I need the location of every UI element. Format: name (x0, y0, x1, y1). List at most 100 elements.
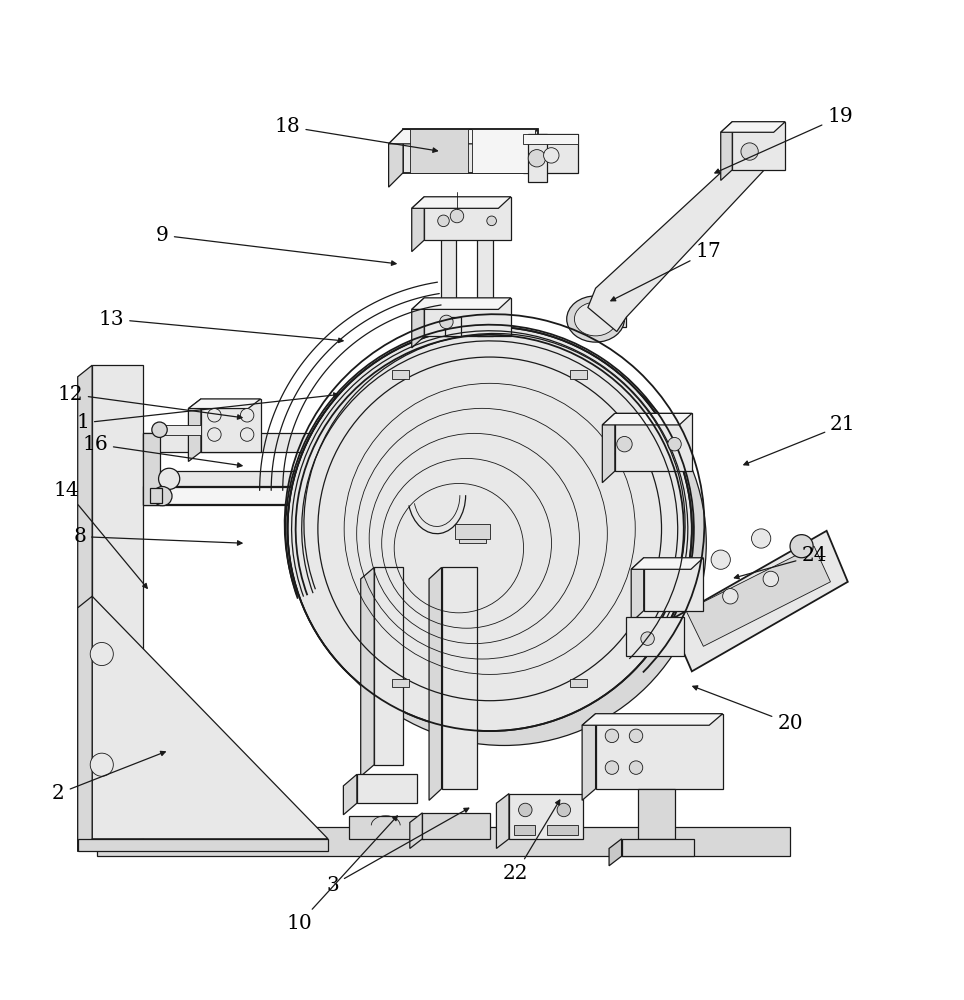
Polygon shape (588, 149, 769, 332)
Polygon shape (188, 399, 201, 461)
Polygon shape (349, 816, 424, 839)
Circle shape (438, 215, 449, 227)
Polygon shape (548, 825, 578, 835)
Polygon shape (441, 221, 456, 336)
Circle shape (605, 729, 619, 743)
Polygon shape (403, 129, 538, 173)
Text: 12: 12 (57, 385, 242, 419)
Polygon shape (477, 211, 493, 336)
Circle shape (91, 642, 114, 666)
Polygon shape (424, 298, 511, 336)
Polygon shape (149, 488, 162, 503)
Circle shape (519, 803, 532, 817)
Polygon shape (412, 197, 424, 252)
Polygon shape (93, 596, 328, 839)
Polygon shape (78, 839, 144, 851)
Polygon shape (93, 365, 144, 839)
Polygon shape (357, 774, 416, 803)
Polygon shape (514, 825, 535, 835)
Polygon shape (622, 839, 694, 856)
Polygon shape (392, 679, 410, 687)
Circle shape (152, 487, 172, 506)
Text: 21: 21 (744, 415, 856, 465)
Circle shape (752, 529, 771, 548)
Polygon shape (638, 789, 675, 839)
Polygon shape (78, 365, 93, 851)
Polygon shape (424, 197, 511, 240)
Polygon shape (388, 129, 538, 144)
Polygon shape (188, 399, 260, 409)
Ellipse shape (287, 327, 692, 731)
Text: 17: 17 (611, 242, 721, 301)
Circle shape (763, 571, 779, 587)
Text: 13: 13 (98, 310, 343, 343)
Circle shape (711, 550, 731, 569)
Text: 8: 8 (73, 527, 242, 546)
Text: 3: 3 (327, 808, 469, 895)
Polygon shape (159, 425, 201, 435)
Polygon shape (201, 399, 260, 452)
Polygon shape (78, 596, 93, 851)
Ellipse shape (575, 302, 617, 336)
Text: 18: 18 (275, 117, 438, 152)
Polygon shape (144, 433, 159, 505)
Text: 2: 2 (52, 751, 165, 803)
Polygon shape (159, 471, 371, 486)
Circle shape (450, 209, 464, 223)
Polygon shape (602, 413, 692, 425)
Polygon shape (445, 317, 461, 336)
Text: 22: 22 (503, 800, 560, 883)
Polygon shape (442, 567, 477, 789)
Polygon shape (374, 567, 403, 765)
Polygon shape (733, 122, 786, 170)
Polygon shape (410, 813, 422, 848)
Polygon shape (596, 714, 723, 789)
Polygon shape (569, 311, 627, 327)
Circle shape (557, 803, 571, 817)
Polygon shape (144, 486, 386, 505)
Polygon shape (582, 714, 596, 800)
Polygon shape (631, 558, 704, 569)
Circle shape (629, 729, 643, 743)
Circle shape (528, 150, 546, 167)
Polygon shape (686, 546, 830, 646)
Polygon shape (496, 794, 509, 848)
Polygon shape (343, 774, 357, 815)
Polygon shape (472, 129, 535, 173)
Polygon shape (412, 298, 511, 309)
Polygon shape (144, 433, 386, 452)
Polygon shape (412, 298, 424, 348)
Circle shape (487, 216, 496, 226)
Circle shape (158, 468, 179, 489)
Polygon shape (523, 134, 578, 173)
Circle shape (617, 436, 632, 452)
Circle shape (544, 148, 559, 163)
Polygon shape (97, 827, 790, 856)
Circle shape (240, 428, 254, 441)
Circle shape (207, 409, 221, 422)
Polygon shape (721, 122, 733, 180)
Circle shape (440, 315, 453, 329)
Circle shape (629, 761, 643, 774)
Circle shape (151, 422, 167, 437)
Circle shape (91, 753, 114, 776)
Polygon shape (670, 531, 847, 671)
Polygon shape (523, 134, 578, 144)
Polygon shape (627, 617, 684, 656)
Polygon shape (159, 487, 366, 504)
Circle shape (641, 632, 655, 645)
Text: 1: 1 (76, 393, 338, 432)
Circle shape (668, 437, 682, 451)
Polygon shape (455, 524, 490, 539)
Text: 16: 16 (82, 435, 242, 467)
Text: 14: 14 (53, 481, 147, 588)
Circle shape (741, 143, 759, 160)
Circle shape (605, 761, 619, 774)
Circle shape (723, 589, 738, 604)
Polygon shape (392, 370, 410, 379)
Polygon shape (429, 567, 442, 800)
Circle shape (207, 428, 221, 441)
Text: 19: 19 (715, 107, 853, 173)
Text: 20: 20 (693, 686, 803, 733)
Text: 9: 9 (156, 226, 396, 265)
